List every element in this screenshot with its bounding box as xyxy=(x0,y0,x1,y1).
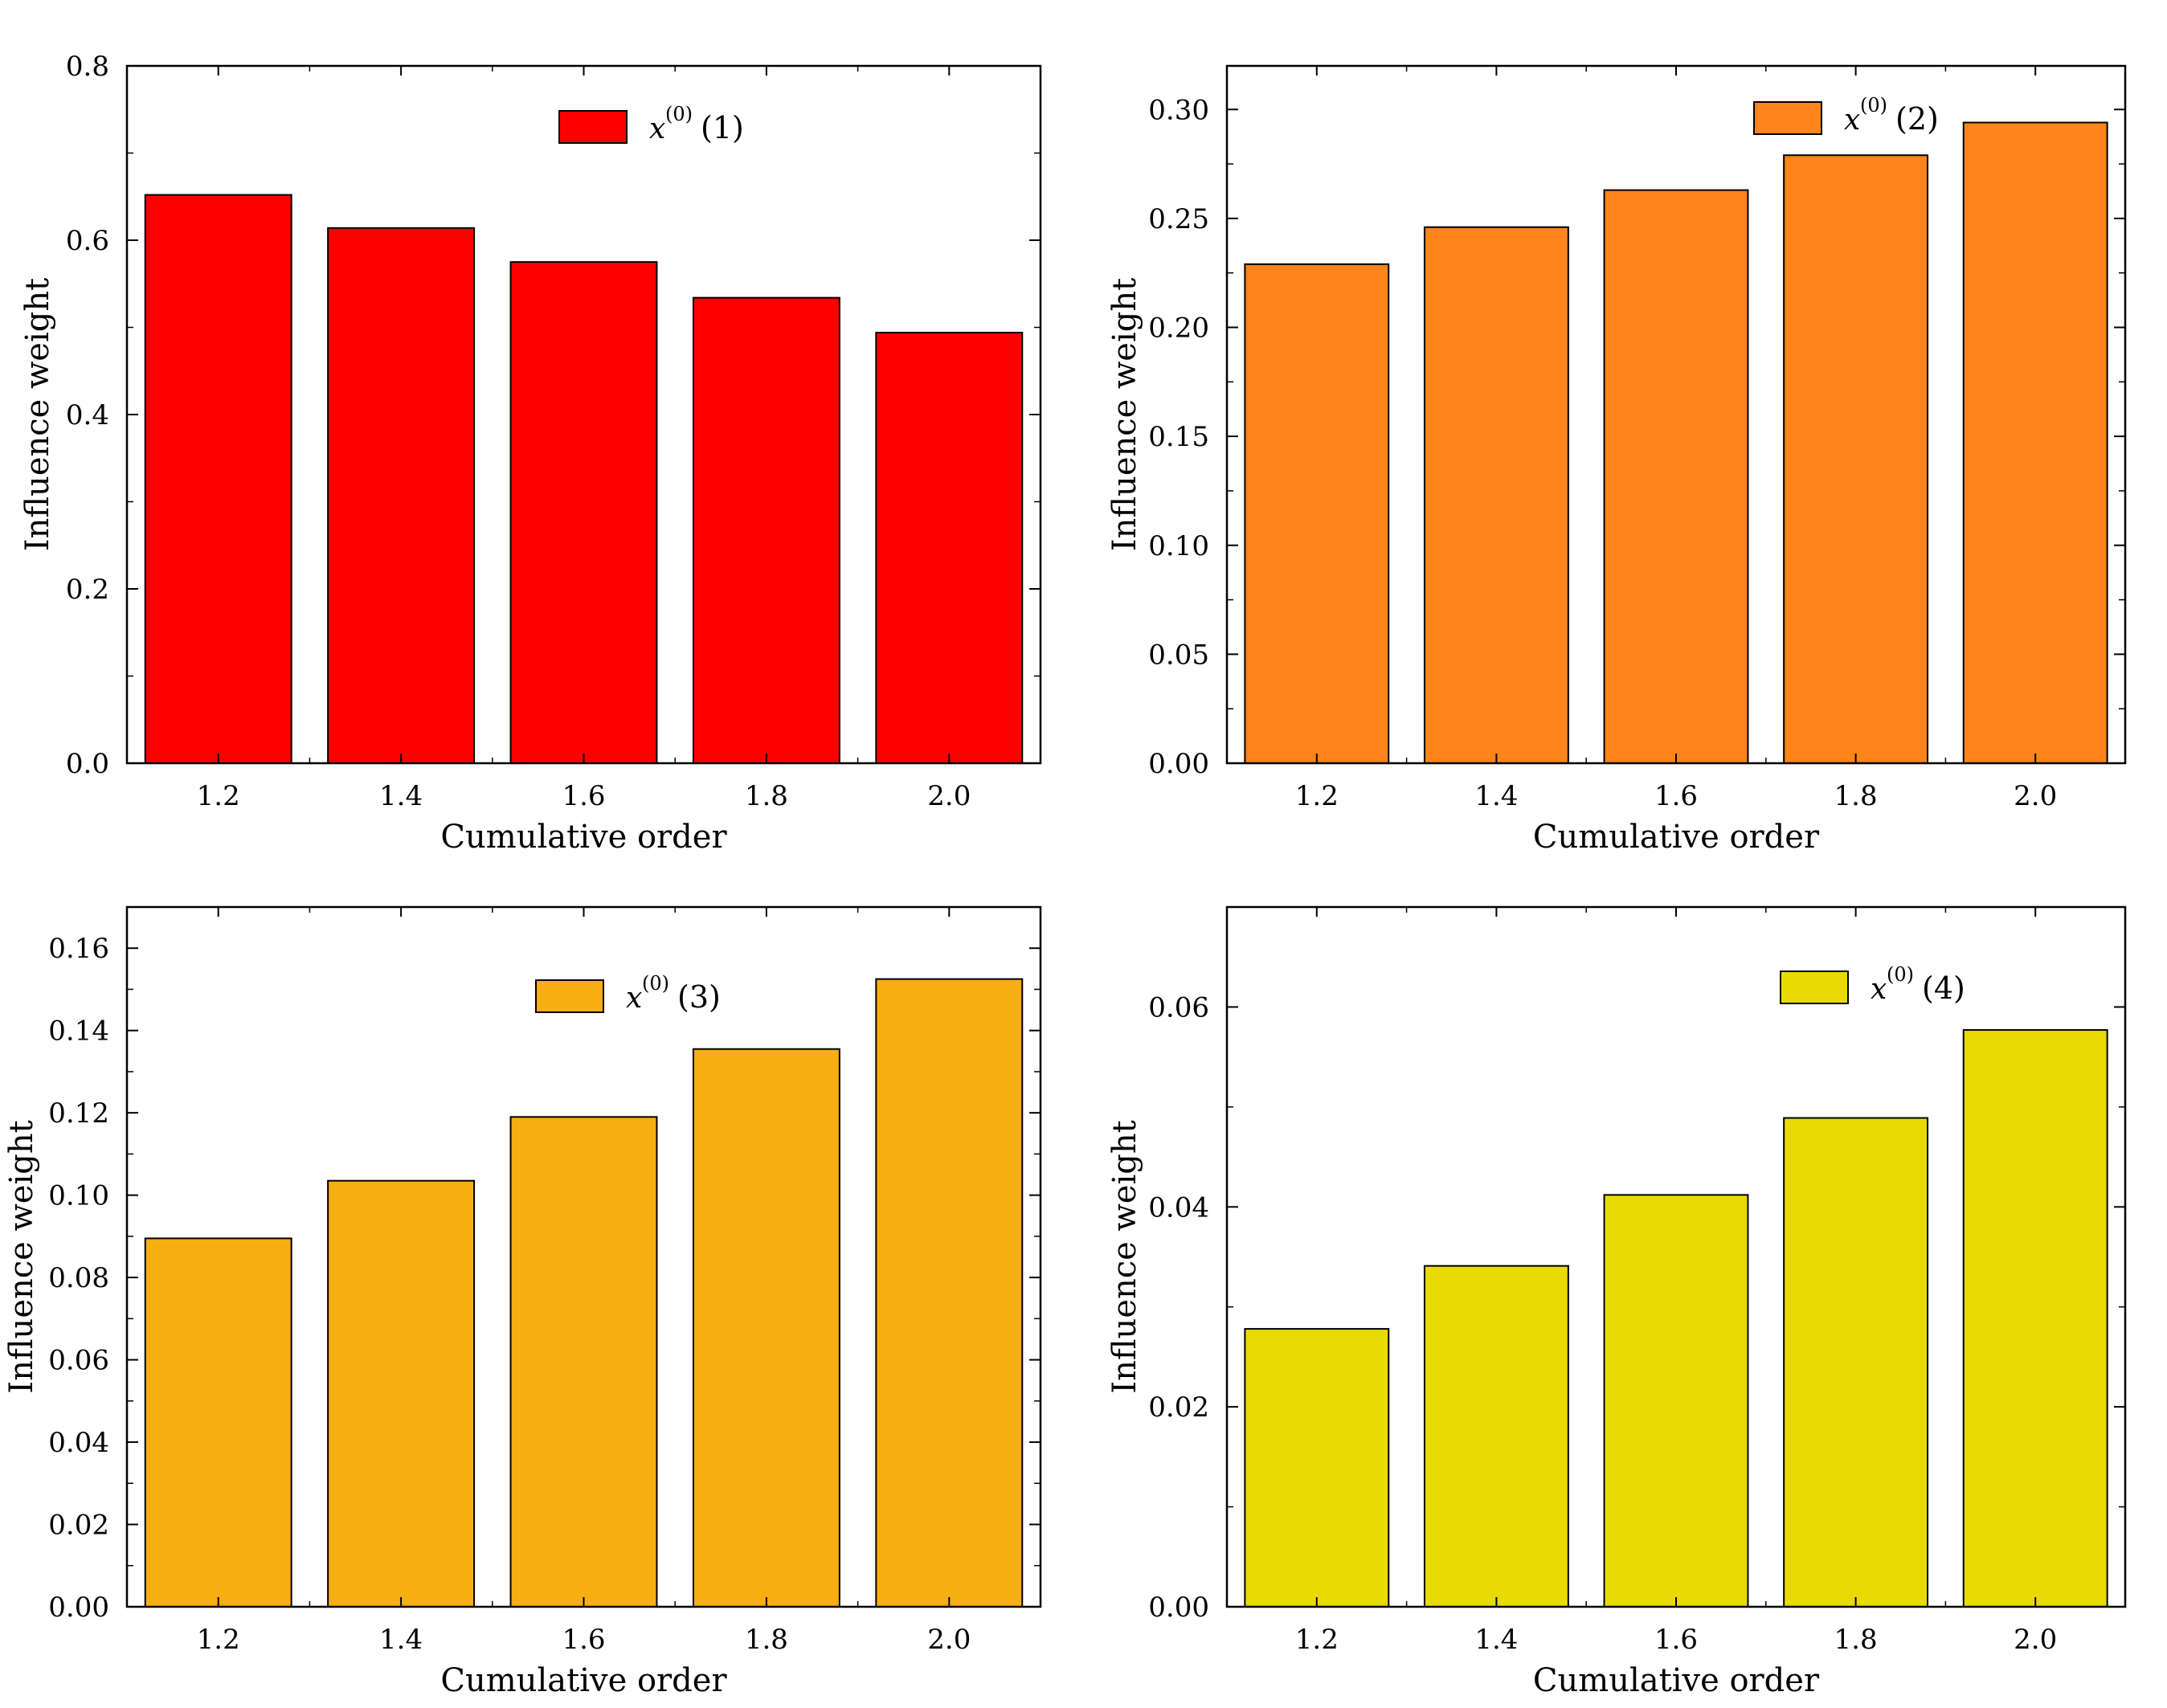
x-tick-label: 1.8 xyxy=(1834,780,1878,812)
x-axis-title: Cumulative order xyxy=(440,819,727,856)
y-tick-label: 0.00 xyxy=(48,1592,109,1624)
bar-1.2 xyxy=(1244,263,1390,764)
legend: x (0) (3) xyxy=(535,972,721,1015)
y-axis-title: Influence weight xyxy=(1106,1120,1143,1393)
y-tick-label: 0.10 xyxy=(48,1180,109,1212)
x-tick-label: 1.4 xyxy=(379,780,423,812)
legend-index: (4) xyxy=(1922,970,1965,1006)
x-tick-label: 2.0 xyxy=(2014,780,2057,812)
x-axis-title: Cumulative order xyxy=(440,1662,727,1699)
x-tick-label: 1.8 xyxy=(745,1624,788,1656)
y-tick-label: 0.08 xyxy=(48,1262,109,1294)
legend-index: (3) xyxy=(677,979,721,1015)
bar-1.4 xyxy=(1423,1265,1569,1608)
x-tick-label: 1.2 xyxy=(1295,1624,1339,1656)
y-tick-label: 0.2 xyxy=(66,574,109,606)
bar-1.8 xyxy=(1783,1117,1929,1608)
y-tick-label: 0.16 xyxy=(48,933,109,965)
x-tick-label: 1.4 xyxy=(379,1624,423,1656)
chart-panel-3: 0.00 0.02 0.04 0.06 0.08 0.10 0.12 0.14 0.16 1.2 1… xyxy=(3,905,1042,1699)
legend-superscript: (0) xyxy=(642,972,669,995)
y-tick-label: 0.4 xyxy=(66,399,109,431)
y-tick-label: 0.20 xyxy=(1148,313,1209,345)
bar-1.4 xyxy=(327,227,476,764)
bar-1.8 xyxy=(1783,154,1929,764)
y-tick-label: 0.05 xyxy=(1148,639,1209,671)
y-tick-label: 0.04 xyxy=(1148,1191,1209,1224)
y-tick-label: 0.14 xyxy=(48,1015,109,1048)
x-tick-label: 1.2 xyxy=(1295,780,1339,812)
x-axis-title: Cumulative order xyxy=(1533,819,1820,856)
bar-1.2 xyxy=(144,1237,292,1608)
legend-label: x xyxy=(1871,973,1887,1006)
bar-2.0 xyxy=(1962,1029,2108,1608)
legend-label: x xyxy=(1844,104,1860,137)
x-tick-label: 2.0 xyxy=(2014,1624,2057,1656)
legend: x (0) (4) xyxy=(1780,963,1965,1006)
y-tick-label: 0.12 xyxy=(48,1097,109,1130)
bar-1.2 xyxy=(1244,1328,1390,1608)
y-tick-label: 0.0 xyxy=(66,748,109,780)
x-tick-label: 1.2 xyxy=(197,780,240,812)
bar-1.8 xyxy=(692,1048,840,1608)
y-axis-title: Influence weight xyxy=(3,1120,40,1393)
bar-1.6 xyxy=(1603,189,1749,765)
x-tick-label: 2.0 xyxy=(927,780,971,812)
y-tick-label: 0.04 xyxy=(48,1427,109,1459)
bar-1.2 xyxy=(144,194,292,764)
legend-index: (2) xyxy=(1895,101,1939,137)
x-axis-title: Cumulative order xyxy=(1533,1662,1820,1699)
y-tick-label: 0.02 xyxy=(48,1510,109,1542)
y-tick-label: 0.25 xyxy=(1148,203,1209,235)
y-tick-label: 0.10 xyxy=(1148,530,1209,562)
y-tick-label: 0.02 xyxy=(1148,1391,1209,1424)
y-tick-label: 0.00 xyxy=(1148,1592,1209,1624)
x-tick-label: 2.0 xyxy=(927,1624,971,1656)
legend-label: x xyxy=(626,982,642,1015)
y-tick-label: 0.00 xyxy=(1148,748,1209,780)
bar-1.6 xyxy=(509,261,658,764)
y-axis-title: Influence weight xyxy=(1106,278,1143,551)
x-tick-label: 1.6 xyxy=(562,1624,605,1656)
bar-2.0 xyxy=(875,332,1024,764)
x-tick-label: 1.6 xyxy=(1654,1624,1698,1656)
legend-label: x xyxy=(649,112,665,145)
chart-panel-4: 0.00 0.02 0.04 0.06 1.2 1.4 1.6 1.8 2.0 Cumulativ… xyxy=(1106,905,2127,1699)
legend-superscript: (0) xyxy=(665,103,693,125)
y-tick-label: 0.30 xyxy=(1148,94,1209,126)
x-tick-label: 1.6 xyxy=(562,780,605,812)
legend: x (0) (2) xyxy=(1753,94,1939,137)
bar-2.0 xyxy=(875,978,1024,1608)
legend-swatch xyxy=(1780,970,1849,1004)
y-tick-label: 0.6 xyxy=(66,225,109,257)
x-tick-label: 1.8 xyxy=(745,780,788,812)
y-tick-label: 0.8 xyxy=(66,51,109,83)
legend-superscript: (0) xyxy=(1860,94,1887,116)
legend-swatch xyxy=(1753,101,1822,135)
y-tick-label: 0.06 xyxy=(48,1345,109,1377)
bar-1.6 xyxy=(509,1116,658,1608)
chart-panel-2: 0.00 0.05 0.10 0.15 0.20 0.25 0.30 1.2 1.4 1.6 1.8… xyxy=(1106,64,2127,856)
x-tick-label: 1.4 xyxy=(1474,1624,1518,1656)
bar-1.6 xyxy=(1603,1194,1749,1608)
legend-swatch xyxy=(535,979,604,1013)
x-tick-label: 1.2 xyxy=(197,1624,240,1656)
y-tick-label: 0.15 xyxy=(1148,421,1209,453)
legend: x (0) (1) xyxy=(558,103,744,145)
legend-superscript: (0) xyxy=(1887,963,1914,986)
x-tick-label: 1.4 xyxy=(1474,780,1518,812)
bar-1.4 xyxy=(1423,226,1569,765)
bar-1.8 xyxy=(692,296,840,764)
bar-1.4 xyxy=(327,1179,476,1608)
legend-swatch xyxy=(558,110,628,144)
x-tick-label: 1.8 xyxy=(1834,1624,1878,1656)
legend-index: (1) xyxy=(701,110,744,145)
y-tick-label: 0.06 xyxy=(1148,991,1209,1024)
y-axis-title: Influence weight xyxy=(19,278,56,551)
x-tick-label: 1.6 xyxy=(1654,780,1698,812)
chart-panel-1: 0.0 0.2 0.4 0.6 0.8 1.2 1.4 1.6 1.8 2.0 Cumulative… xyxy=(19,51,1042,856)
bar-2.0 xyxy=(1962,121,2108,764)
